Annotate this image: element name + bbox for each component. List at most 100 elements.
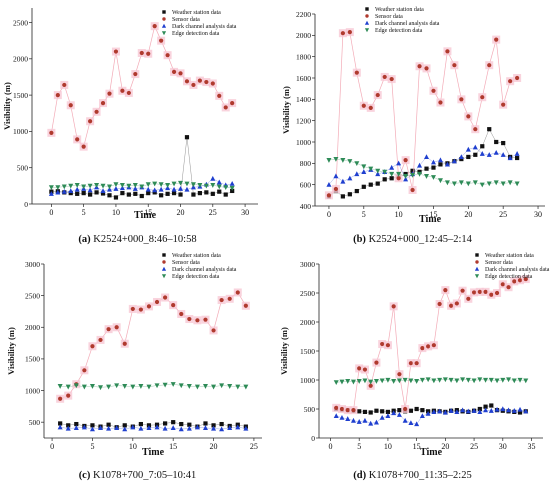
- data-point-c-1: [130, 306, 135, 312]
- data-point-b-1: [410, 187, 415, 193]
- data-point-b-2: [437, 157, 443, 163]
- legend-marker-b-2: [364, 20, 370, 25]
- data-point-c-0: [211, 423, 216, 428]
- data-point-a-3: [74, 183, 80, 188]
- data-point-c-3: [162, 382, 168, 388]
- data-point-d-2: [477, 409, 483, 414]
- data-point-a-1: [146, 51, 151, 56]
- x-tick-label-d: 15: [413, 442, 421, 451]
- data-point-a-3: [94, 183, 100, 188]
- caption-b-text: K2524+000_12:45–2:14: [368, 234, 472, 245]
- caption-d: (d) K1078+700_11:35–2:25: [275, 470, 550, 481]
- data-point-c-2: [146, 425, 152, 430]
- data-point-d-2: [391, 410, 397, 416]
- data-point-b-0: [494, 139, 499, 145]
- data-point-d-2: [356, 419, 362, 424]
- data-point-b-0: [375, 181, 380, 186]
- data-point-d-1: [437, 301, 442, 307]
- data-point-d-2: [396, 412, 402, 417]
- data-point-a-2: [210, 175, 216, 181]
- legend-entry-c-2: Dark channel analysis data: [172, 267, 237, 273]
- data-point-b-0: [361, 184, 366, 189]
- data-point-d-1: [454, 301, 459, 306]
- data-point-c-3: [227, 384, 233, 389]
- y-tick-label-b: 1800: [296, 52, 311, 61]
- data-point-a-1: [165, 53, 170, 58]
- data-point-b-2: [465, 146, 471, 152]
- data-point-b-0: [417, 169, 422, 174]
- data-point-d-3: [333, 380, 339, 386]
- data-point-c-3: [154, 383, 160, 389]
- data-point-a-0: [230, 188, 235, 194]
- y-tick-label-c: 3000: [25, 260, 40, 269]
- data-point-b-0: [487, 127, 492, 132]
- x-tick-label-d: 25: [470, 442, 478, 451]
- data-point-c-3: [122, 384, 128, 389]
- data-point-d-2: [437, 408, 443, 414]
- data-point-a-1: [230, 100, 235, 106]
- y-tick-label-b: 800: [300, 159, 312, 168]
- y-tick-label-d: 1000: [300, 376, 315, 385]
- data-point-a-3: [113, 182, 119, 188]
- data-point-b-2: [326, 181, 332, 187]
- data-point-d-2: [517, 406, 523, 412]
- data-point-d-1: [477, 289, 482, 294]
- data-point-d-1: [408, 361, 413, 366]
- data-point-a-1: [62, 82, 67, 88]
- y-tick-label-d: 2500: [300, 289, 315, 298]
- data-point-b-2: [507, 155, 513, 161]
- data-point-d-3: [414, 379, 420, 384]
- data-point-c-0: [179, 421, 184, 427]
- data-point-d-0: [483, 404, 488, 409]
- data-point-c-0: [58, 421, 63, 426]
- y-tick-label-b: 1000: [296, 138, 311, 147]
- legend-entry-a-3: Edge detection data: [172, 31, 220, 37]
- legend-entry-a-0: Weather station data: [172, 10, 221, 16]
- data-point-a-3: [229, 185, 235, 191]
- data-point-a-1: [152, 24, 157, 29]
- data-point-c-1: [90, 344, 95, 349]
- data-point-d-2: [506, 407, 512, 413]
- x-tick-label-d: 0: [328, 442, 332, 451]
- data-point-b-0: [382, 177, 387, 182]
- data-point-a-1: [100, 100, 106, 106]
- data-point-c-3: [194, 384, 200, 390]
- data-point-b-1: [333, 186, 339, 192]
- y-tick-label-c: 2500: [25, 291, 40, 300]
- data-point-a-1: [68, 103, 73, 108]
- data-point-a-0: [178, 192, 183, 197]
- data-point-c-1: [195, 318, 200, 323]
- chart-b: 0 5 10 15 20 25 30 400 600 800 1000 1200 1400 1600 180…: [281, 7, 545, 225]
- x-tick-label-c: 5: [90, 442, 94, 451]
- data-point-d-0: [380, 409, 385, 414]
- data-point-b-3: [410, 172, 416, 178]
- axes-a: 0 5 10 15 20 25 30 0 500 1000 1500 2000 2500 Time Visi…: [2, 8, 258, 221]
- data-point-c-2: [81, 424, 87, 430]
- x-tick-label-a: 0: [49, 208, 53, 217]
- y-tick-label-c: 2000: [25, 323, 40, 332]
- data-point-d-2: [471, 408, 477, 413]
- data-point-d-1: [443, 288, 448, 293]
- data-point-b-1: [452, 63, 457, 68]
- data-point-a-3: [203, 183, 209, 189]
- data-point-d-3: [345, 379, 351, 384]
- y-tick-label-a: 0: [24, 200, 28, 209]
- data-point-a-1: [94, 109, 99, 114]
- data-point-c-0: [187, 422, 192, 427]
- legend-entry-d-0: Weather station data: [485, 253, 534, 259]
- data-point-c-3: [186, 384, 192, 389]
- data-point-d-0: [397, 408, 402, 413]
- data-point-d-1: [426, 344, 431, 349]
- legend-marker-c-2: [161, 266, 167, 271]
- data-point-b-1: [340, 31, 345, 36]
- data-point-d-2: [511, 408, 517, 413]
- data-point-d-3: [419, 377, 425, 383]
- data-point-b-3: [396, 171, 402, 177]
- x-tick-label-d: 5: [357, 442, 361, 451]
- data-point-a-1: [120, 88, 125, 93]
- data-point-a-0: [223, 192, 228, 197]
- data-point-c-3: [219, 383, 225, 389]
- data-point-a-1: [197, 78, 202, 83]
